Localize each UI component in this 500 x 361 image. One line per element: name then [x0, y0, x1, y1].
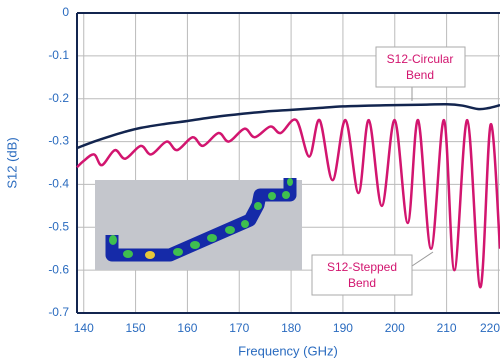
lines	[76, 103, 500, 289]
annotation-text: Bend	[406, 68, 434, 82]
x-tick-label: 160	[177, 321, 197, 335]
y-tick-label: -0.3	[48, 134, 69, 148]
x-tick-label: 200	[385, 321, 405, 335]
x-tick-label: 140	[74, 321, 94, 335]
y-axis-title: S12 (dB)	[4, 137, 19, 188]
plot-area	[76, 12, 500, 314]
x-axis-title: Frequency (GHz)	[238, 343, 338, 358]
y-tick-label: -0.2	[48, 91, 69, 105]
series-line	[76, 103, 500, 150]
y-tick-label: -0.5	[48, 219, 69, 233]
annotation-stepped: S12-Stepped Bend	[311, 251, 434, 296]
x-tick-label: 220	[480, 321, 500, 335]
field-spots	[109, 178, 293, 259]
y-tick-label: -0.7	[48, 305, 69, 319]
annotation-circular: S12-Circular Bend	[375, 46, 466, 101]
y-tick-label: -0.4	[48, 177, 69, 191]
annotation-box	[375, 46, 466, 88]
x-tick-label: 190	[333, 321, 353, 335]
inset-image	[95, 178, 302, 270]
x-tick-label: 170	[229, 321, 249, 335]
y-tick-label: -0.1	[48, 48, 69, 62]
y-tick-label: -0.6	[48, 262, 69, 276]
annotation-text: Bend	[348, 276, 376, 290]
x-tick-label: 180	[281, 321, 301, 335]
annotation-text: S12-Stepped	[327, 260, 397, 274]
series-line	[76, 118, 500, 289]
annotation-pointer	[411, 251, 434, 267]
y-tick-label: 0	[62, 5, 69, 19]
annotation-text: S12-Circular	[387, 52, 454, 66]
x-tick-label: 150	[126, 321, 146, 335]
annotation-box	[311, 254, 413, 296]
x-tick-label: 210	[437, 321, 457, 335]
